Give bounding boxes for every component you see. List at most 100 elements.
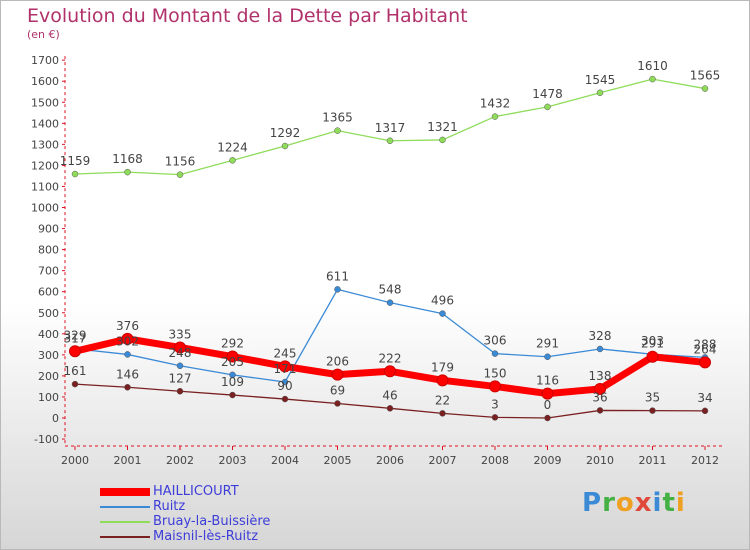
data-point — [176, 362, 184, 370]
y-tick-label: 1500 — [31, 96, 59, 109]
data-label: 335 — [169, 327, 192, 341]
data-label: 303 — [641, 334, 664, 348]
data-label: 116 — [536, 374, 559, 388]
data-label: 179 — [431, 360, 454, 374]
data-point — [491, 414, 499, 421]
data-label: 1292 — [270, 126, 301, 140]
x-tick-label: 2011 — [639, 454, 667, 467]
data-point — [439, 410, 446, 417]
legend-item: HAILLICOURT — [100, 484, 360, 499]
data-point — [491, 113, 499, 120]
data-label: 1610 — [637, 59, 668, 73]
chart-unit-label: (en €) — [27, 28, 60, 41]
data-label: 171 — [274, 362, 297, 376]
x-tick-label: 2002 — [166, 454, 194, 467]
y-tick-label: 1300 — [31, 138, 59, 151]
data-label: 138 — [589, 369, 612, 383]
data-label: 0 — [544, 398, 552, 412]
data-label: 328 — [589, 329, 612, 343]
data-label: 150 — [484, 366, 507, 380]
data-label: 1168 — [112, 152, 143, 166]
y-tick-label: 300 — [38, 349, 59, 362]
data-label: 46 — [382, 388, 397, 402]
data-point — [439, 310, 446, 317]
x-tick-label: 2008 — [481, 454, 509, 467]
data-point — [334, 400, 341, 407]
data-label: 288 — [694, 337, 717, 351]
data-label: 292 — [221, 337, 244, 351]
data-label: 291 — [641, 337, 664, 351]
data-label: 376 — [116, 319, 139, 333]
data-point — [174, 341, 186, 354]
data-label: 329 — [64, 329, 87, 343]
x-tick-label: 2001 — [114, 454, 142, 467]
legend-swatch — [100, 488, 150, 496]
data-label: 146 — [116, 367, 139, 381]
data-point — [281, 395, 289, 403]
data-label: 36 — [592, 390, 607, 404]
data-point — [544, 414, 551, 422]
x-tick-label: 2004 — [271, 454, 299, 467]
data-label: 1317 — [375, 121, 406, 135]
y-tick-label: 1200 — [31, 159, 59, 172]
data-label: 611 — [326, 269, 349, 283]
data-point — [439, 136, 446, 144]
data-point — [384, 365, 396, 378]
data-point — [701, 407, 709, 415]
data-point — [121, 332, 134, 345]
data-label: 205 — [221, 355, 244, 369]
data-point — [281, 378, 289, 386]
chart-title: Evolution du Montant de la Dette par Hab… — [27, 5, 468, 27]
y-tick-label: 0 — [52, 412, 59, 425]
data-label: 206 — [326, 355, 349, 369]
data-point — [701, 85, 709, 92]
data-label: 1224 — [217, 140, 248, 154]
data-point — [649, 407, 656, 414]
data-label: 496 — [431, 294, 454, 308]
data-point — [71, 380, 79, 388]
data-point — [71, 170, 79, 178]
legend-label: Ruitz — [153, 499, 186, 514]
x-tick-label: 2000 — [61, 454, 89, 467]
data-point — [386, 405, 394, 412]
data-label: 291 — [536, 337, 559, 351]
data-label: 548 — [379, 283, 402, 297]
y-tick-label: 800 — [38, 244, 59, 257]
data-label: 317 — [64, 331, 87, 345]
data-label: 34 — [697, 391, 712, 405]
data-label: 1156 — [165, 155, 196, 169]
y-tick-label: 400 — [38, 328, 59, 341]
y-tick-label: 1400 — [31, 117, 59, 130]
data-label: 3 — [491, 397, 499, 411]
data-point — [541, 387, 554, 400]
data-point — [596, 407, 604, 414]
data-point — [544, 103, 551, 111]
legend-item: Ruitz — [100, 499, 360, 514]
data-label: 1565 — [690, 69, 721, 83]
data-point — [491, 350, 499, 357]
data-point — [649, 75, 656, 83]
data-point — [229, 391, 236, 399]
y-tick-label: 1000 — [31, 202, 59, 215]
y-tick-label: 1100 — [31, 180, 59, 193]
x-tick-label: 2006 — [376, 454, 404, 467]
legend-swatch — [100, 506, 150, 508]
data-label: 161 — [64, 364, 87, 378]
data-label: 1478 — [532, 87, 563, 101]
data-point — [226, 350, 239, 363]
data-label: 264 — [694, 342, 717, 356]
x-tick-label: 2003 — [219, 454, 247, 467]
data-point — [334, 127, 341, 134]
data-point — [279, 360, 291, 373]
data-label: 248 — [169, 346, 192, 360]
x-tick-label: 2007 — [429, 454, 457, 467]
data-point — [69, 345, 81, 358]
legend-label: Bruay-la-Buissière — [153, 514, 271, 529]
data-label: 35 — [645, 391, 660, 405]
y-tick-label: -100 — [34, 433, 59, 446]
data-point — [176, 171, 184, 178]
legend-item: Bruay-la-Buissière — [100, 514, 360, 529]
x-tick-label: 2012 — [691, 454, 719, 467]
x-tick-label: 2005 — [324, 454, 352, 467]
